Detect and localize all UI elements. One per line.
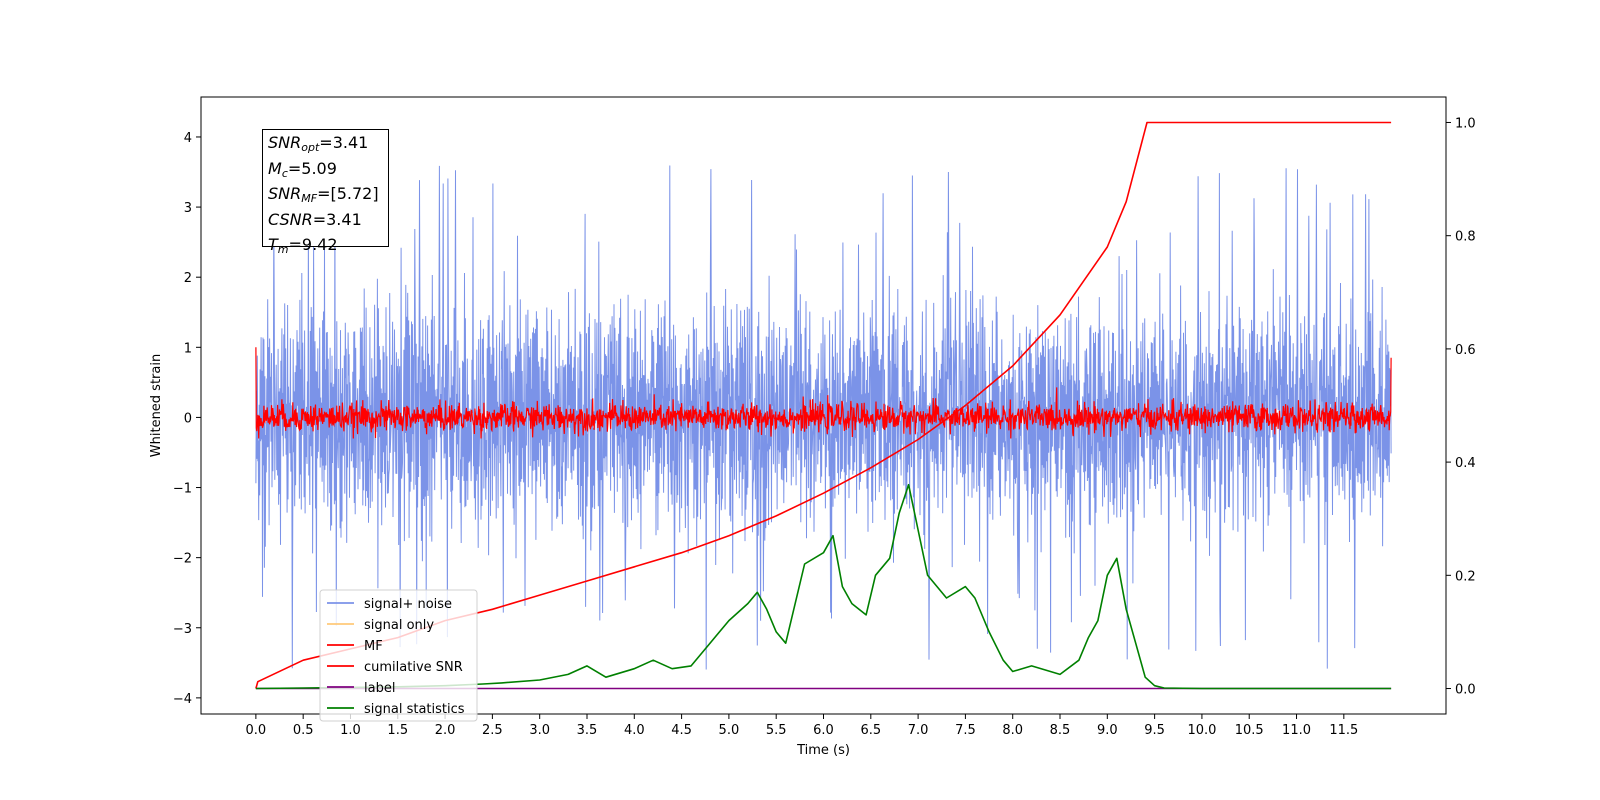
x-tick-label: 3.5: [577, 723, 598, 738]
y-tick-label: 0: [184, 411, 192, 426]
y2-tick-label: 0.6: [1455, 343, 1476, 358]
x-tick-label: 9.5: [1144, 723, 1165, 738]
y-tick-label: 2: [184, 271, 192, 286]
legend-label: cumilative SNR: [364, 660, 463, 675]
x-tick-label: 2.5: [482, 723, 503, 738]
x-tick-label: 7.5: [955, 723, 976, 738]
x-tick-label: 3.0: [529, 723, 550, 738]
y-axis-label: Whitened strain: [149, 354, 164, 457]
y-tick-label: 3: [184, 201, 192, 216]
x-tick-label: 6.5: [860, 723, 881, 738]
x-tick-label: 10.0: [1187, 723, 1216, 738]
y-tick-label: −3: [173, 622, 192, 637]
y-tick-label: −4: [173, 692, 192, 707]
series-mf-line: [255, 347, 1392, 439]
x-tick-label: 11.0: [1282, 723, 1311, 738]
legend-frame: [319, 589, 478, 722]
y2-tick-label: 0.0: [1455, 683, 1476, 698]
legend-label: label: [364, 681, 395, 696]
x-tick-label: 4.0: [624, 723, 645, 738]
x-tick-label: 1.0: [340, 723, 361, 738]
annotation-line-mc: Mc=5.09: [268, 158, 337, 180]
x-tick-label: 8.0: [1002, 723, 1023, 738]
x-tick-label: 7.0: [908, 723, 929, 738]
x-tick-label: 6.0: [813, 723, 834, 738]
legend-label: signal only: [364, 618, 434, 633]
x-tick-label: 1.5: [387, 723, 408, 738]
legend-label: signal statistics: [364, 702, 465, 717]
legend-label: signal+ noise: [364, 597, 452, 612]
y2-tick-label: 0.8: [1455, 230, 1476, 245]
annotation-line-csnr: CSNR=3.41: [268, 209, 362, 229]
y-tick-label: 1: [184, 341, 192, 356]
x-axis-label: Time (s): [796, 743, 850, 758]
x-tick-label: 0.0: [246, 723, 267, 738]
x-tick-label: 4.5: [671, 723, 692, 738]
annotation-line-snr-mf: SNRMF=[5.72]: [268, 184, 379, 205]
x-tick-label: 9.0: [1097, 723, 1118, 738]
x-tick-label: 0.5: [293, 723, 314, 738]
y2-tick-label: 0.4: [1455, 456, 1476, 471]
annotation-box: SNRopt=3.41 Mc=5.09 SNRMF=[5.72] CSNR=3.…: [262, 129, 389, 256]
x-tick-label: 11.5: [1329, 723, 1358, 738]
x-tick-label: 10.5: [1235, 723, 1264, 738]
legend: signal+ noise signal only MF cumilative SNR…: [319, 589, 478, 722]
annotation-line-snr-opt: SNRopt=3.41: [268, 133, 369, 154]
x-tick-label: 2.0: [435, 723, 456, 738]
y-tick-label: −1: [173, 482, 192, 497]
series-signal-statistics-line: [255, 483, 1392, 690]
x-tick-label: 8.5: [1050, 723, 1071, 738]
y-tick-label: 4: [184, 131, 192, 146]
legend-label: MF: [364, 639, 383, 654]
annotation-line-tm: Tm=9.42: [268, 235, 338, 256]
series-signal-noise-line: [255, 165, 1392, 670]
y2-tick-label: 0.2: [1455, 569, 1476, 584]
x-tick-label: 5.5: [766, 723, 787, 738]
x-tick-label: 5.0: [719, 723, 740, 738]
y-tick-label: −2: [173, 552, 192, 567]
y2-tick-label: 1.0: [1455, 116, 1476, 131]
